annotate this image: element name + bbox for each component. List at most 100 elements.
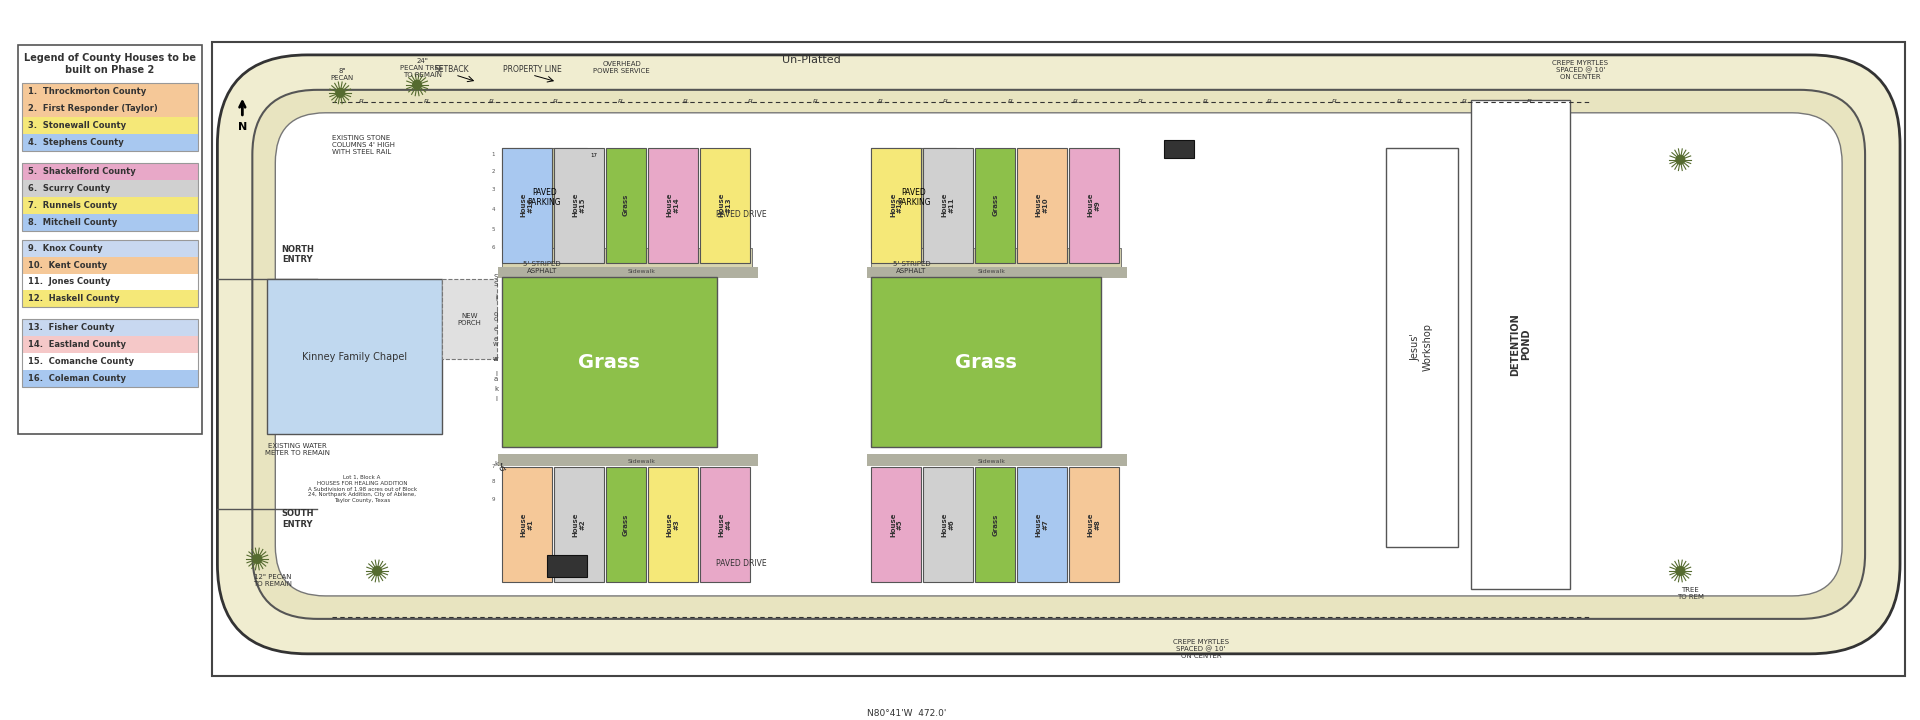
Text: Kinney Family Chapel: Kinney Family Chapel — [301, 352, 407, 362]
Bar — [21, 240, 198, 256]
Text: House
#3: House #3 — [666, 513, 680, 537]
Text: 4.  Stephens County: 4. Stephens County — [27, 138, 123, 147]
Text: House
#1: House #1 — [520, 513, 534, 537]
Bar — [1069, 148, 1119, 263]
FancyBboxPatch shape — [275, 113, 1841, 596]
Bar — [442, 279, 497, 359]
Bar — [21, 320, 198, 387]
Bar — [1018, 467, 1068, 582]
Text: N: N — [238, 122, 248, 132]
FancyBboxPatch shape — [217, 55, 1901, 654]
Text: d: d — [493, 312, 497, 318]
Text: 13.  Fisher County: 13. Fisher County — [27, 323, 113, 333]
Text: PAVED
PARKING: PAVED PARKING — [897, 188, 931, 207]
Text: Grass: Grass — [622, 194, 630, 216]
Text: a: a — [493, 356, 497, 362]
Bar — [21, 370, 198, 387]
Text: PL: PL — [1398, 99, 1404, 104]
Text: TREE
TO REM: TREE TO REM — [1676, 588, 1703, 600]
Text: k: k — [493, 462, 497, 467]
Text: PAVED DRIVE: PAVED DRIVE — [716, 210, 766, 219]
Text: House
#8: House #8 — [1087, 513, 1100, 537]
Text: 3: 3 — [492, 187, 495, 192]
Text: EXISTING WATER
METER TO REMAIN: EXISTING WATER METER TO REMAIN — [265, 443, 330, 456]
Text: Lot 1, Block A
HOUSES FOR HEALING ADDITION
A Subdivision of 1.98 acres out of Bl: Lot 1, Block A HOUSES FOR HEALING ADDITI… — [307, 475, 417, 503]
Text: PL: PL — [1137, 99, 1144, 104]
Bar — [21, 320, 198, 336]
Bar — [21, 163, 198, 230]
Bar — [21, 163, 198, 180]
Bar — [21, 354, 198, 370]
Text: Sidewalk: Sidewalk — [977, 459, 1006, 464]
Text: 3.  Stonewall County: 3. Stonewall County — [27, 121, 127, 130]
Bar — [497, 266, 758, 279]
Bar — [868, 266, 1127, 279]
Text: PL: PL — [1332, 99, 1340, 104]
Text: 6.  Scurry County: 6. Scurry County — [27, 184, 109, 193]
Text: House
#11: House #11 — [943, 193, 954, 217]
Text: House
#13: House #13 — [718, 193, 732, 217]
Bar — [699, 148, 749, 263]
Bar — [872, 248, 1121, 276]
Bar — [607, 467, 645, 582]
Text: House
#12: House #12 — [891, 193, 902, 217]
Text: PL: PL — [424, 99, 430, 104]
Text: PL: PL — [1202, 99, 1210, 104]
Text: Grass: Grass — [578, 353, 639, 372]
Bar — [213, 42, 1905, 676]
Bar — [1069, 467, 1119, 582]
Text: e: e — [493, 326, 497, 333]
Text: SETBACK: SETBACK — [434, 66, 468, 74]
Bar — [21, 214, 198, 230]
FancyBboxPatch shape — [252, 90, 1864, 619]
Bar — [924, 467, 973, 582]
Text: House
#10: House #10 — [1035, 193, 1048, 217]
Bar — [1471, 100, 1571, 589]
Text: House
#6: House #6 — [943, 513, 954, 537]
Bar — [21, 117, 198, 134]
Bar — [699, 467, 749, 582]
Bar — [21, 197, 198, 214]
Text: PL: PL — [553, 99, 561, 104]
Bar — [647, 467, 697, 582]
Text: House
#5: House #5 — [891, 513, 902, 537]
Bar — [868, 454, 1127, 466]
Bar — [501, 248, 751, 276]
Text: 5' STRIPED
ASPHALT: 5' STRIPED ASPHALT — [893, 261, 929, 274]
Bar — [267, 279, 442, 434]
Text: 11.  Jones County: 11. Jones County — [27, 277, 109, 287]
Text: House
#14: House #14 — [666, 193, 680, 217]
Text: House
#7: House #7 — [1035, 513, 1048, 537]
Text: House
#16: House #16 — [520, 193, 534, 217]
Text: l: l — [495, 372, 497, 377]
Text: 6: 6 — [492, 245, 495, 250]
Text: PAVED DRIVE: PAVED DRIVE — [716, 559, 766, 569]
Text: Jesus'
Workshop: Jesus' Workshop — [1411, 323, 1432, 372]
Text: i: i — [495, 297, 497, 302]
Circle shape — [1676, 567, 1684, 575]
Circle shape — [1676, 156, 1684, 164]
Text: S: S — [493, 282, 497, 287]
Text: PL: PL — [749, 99, 755, 104]
Text: i: i — [495, 294, 497, 300]
Text: Legend of County Houses to be
built on Phase 2: Legend of County Houses to be built on P… — [25, 53, 196, 74]
Bar — [1386, 148, 1457, 547]
Text: NEW
PORCH: NEW PORCH — [457, 313, 482, 326]
Text: Grass: Grass — [993, 194, 998, 216]
Text: SOUTH
ENTRY: SOUTH ENTRY — [280, 509, 313, 528]
Text: House
#9: House #9 — [1087, 193, 1100, 217]
Text: 8"
PECAN: 8" PECAN — [330, 68, 353, 81]
Text: N80°41'W  472.0': N80°41'W 472.0' — [866, 708, 947, 718]
Bar — [21, 83, 198, 150]
Text: PL: PL — [618, 99, 626, 104]
Text: a: a — [493, 377, 497, 382]
Bar — [547, 555, 588, 577]
Circle shape — [413, 81, 422, 89]
Bar — [607, 148, 645, 263]
Bar — [872, 148, 956, 248]
Bar — [924, 148, 973, 263]
Text: 24"
PECAN TREE
TO REMAIN: 24" PECAN TREE TO REMAIN — [401, 58, 444, 78]
Text: DETENTION
POND: DETENTION POND — [1509, 313, 1532, 376]
Text: 5.  Shackelford County: 5. Shackelford County — [27, 167, 136, 176]
Bar — [21, 256, 198, 274]
